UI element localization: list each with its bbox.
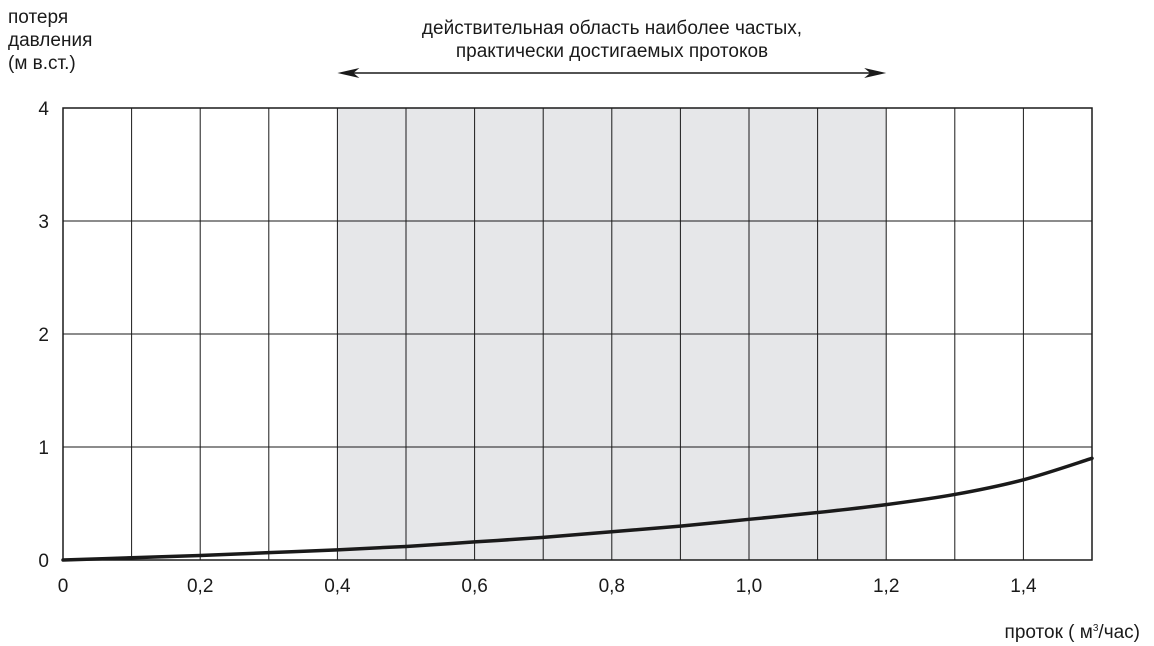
range-annotation: действительная область наиболее частых, … [337, 17, 887, 63]
y-axis-label-line: потеря [8, 7, 69, 28]
x-axis-label-prefix: проток ( м [1004, 622, 1093, 643]
x-tick-label: 1,4 [1010, 576, 1037, 597]
x-tick-label: 0 [58, 576, 69, 597]
y-tick-label: 0 [38, 551, 49, 572]
x-tick-label: 1,0 [736, 576, 762, 597]
range-arrow-right-head [864, 68, 887, 78]
x-tick-label: 1,2 [873, 576, 899, 597]
y-tick-label: 4 [38, 99, 49, 120]
y-axis-label: потеря давления (м в.ст.) [8, 6, 92, 75]
y-tick-label: 3 [38, 212, 49, 233]
y-axis-label-line: давления [8, 30, 93, 51]
x-tick-label: 0,8 [599, 576, 625, 597]
y-tick-label: 2 [38, 325, 49, 346]
range-annotation-line: действительная область наиболее частых, [421, 18, 803, 39]
x-axis-label: проток ( м3/час) [1005, 622, 1140, 644]
pressure-loss-curve [61, 456, 1094, 562]
x-tick-label: 0,4 [324, 576, 351, 597]
range-arrow-left-head [337, 68, 360, 78]
y-axis-label-line: (м в.ст.) [8, 53, 76, 74]
x-tick-label: 0,6 [461, 576, 487, 597]
x-axis-label-superscript: 3 [1092, 623, 1099, 634]
x-tick-label: 0,2 [187, 576, 213, 597]
plot-frame [62, 107, 1093, 561]
x-axis-label-suffix: /час) [1098, 622, 1140, 643]
range-annotation-line: практически достигаемых протоков [455, 41, 769, 62]
y-tick-label: 1 [38, 438, 49, 459]
